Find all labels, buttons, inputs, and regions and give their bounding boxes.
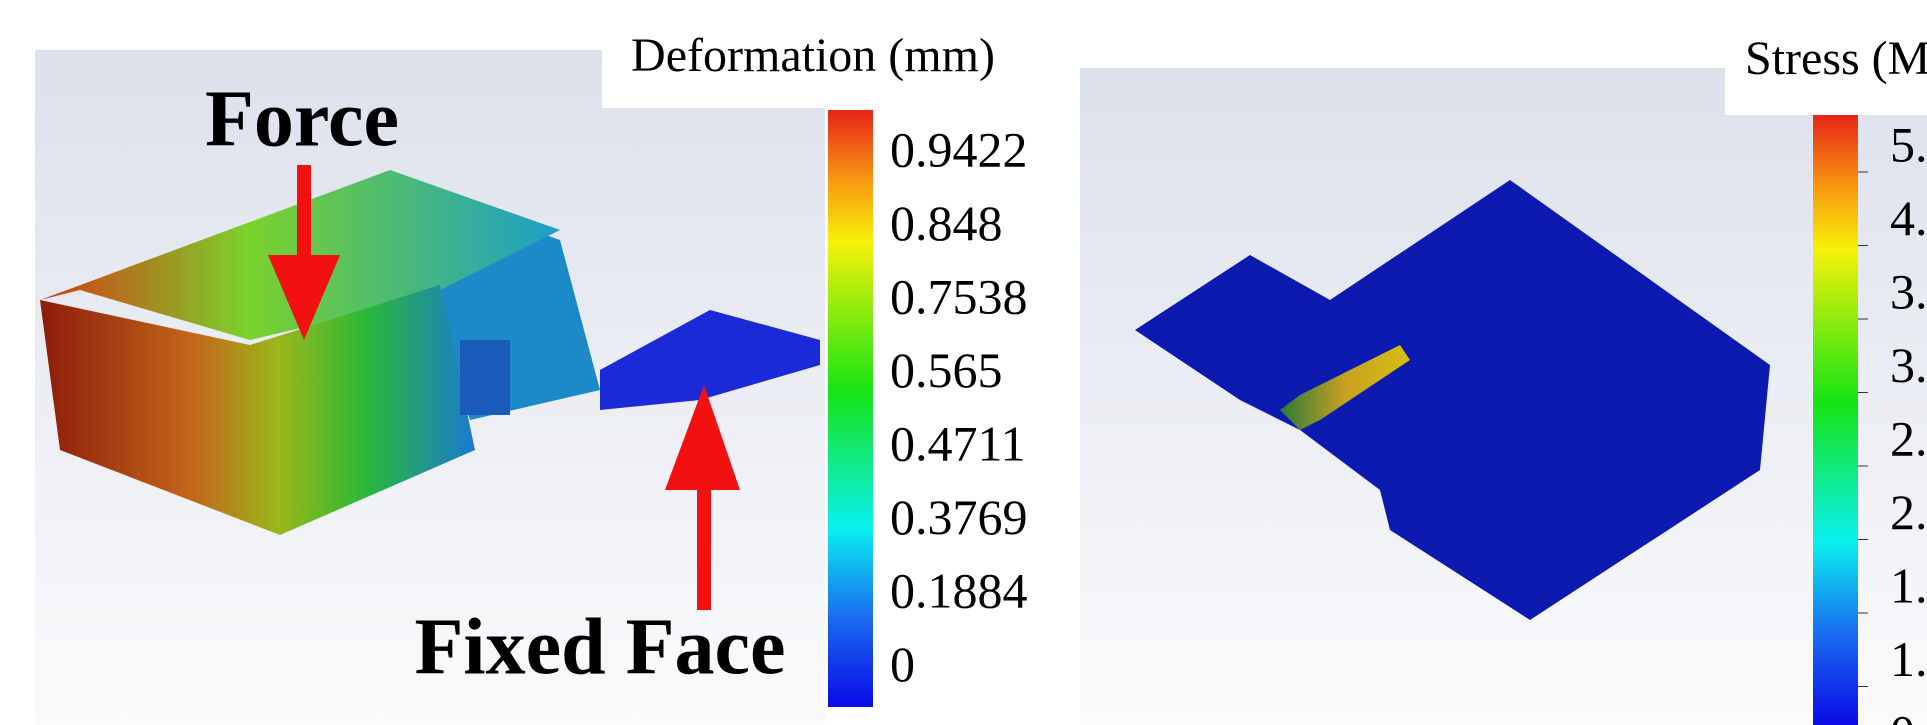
legend-label: 5. [1890, 116, 1927, 172]
legend-label: 0 [890, 636, 915, 692]
legend-label: 3. [1890, 337, 1927, 393]
fixed-face-label: Fixed Face [415, 603, 786, 691]
legend-label: 3. [1890, 263, 1927, 319]
legend-label: 0.7538 [890, 268, 1028, 324]
legend-label: 0. [1890, 704, 1927, 725]
color-bar [828, 110, 873, 707]
legend-title: Stress (M [1745, 32, 1927, 85]
legend-label: 0.848 [890, 195, 1003, 251]
legend-title: Deformation (mm) [631, 29, 995, 82]
legend-label: 0.565 [890, 342, 1003, 398]
legend-label: 0.4711 [890, 415, 1026, 471]
color-bar [1813, 115, 1858, 725]
legend-label: 2. [1890, 484, 1927, 540]
legend-label: 2. [1890, 410, 1927, 466]
legend-label: 1. [1890, 557, 1927, 613]
legend-label: 0.3769 [890, 489, 1028, 545]
force-label: Force [205, 75, 399, 163]
box-opening [460, 340, 510, 415]
legend-label: 0.9422 [890, 121, 1028, 177]
figure: Deformation (mm) Force Fixed Face Stress… [0, 0, 1927, 725]
legend-label: 0.1884 [890, 562, 1028, 618]
legend-label: 1. [1890, 631, 1927, 687]
legend-label: 4. [1890, 190, 1927, 246]
